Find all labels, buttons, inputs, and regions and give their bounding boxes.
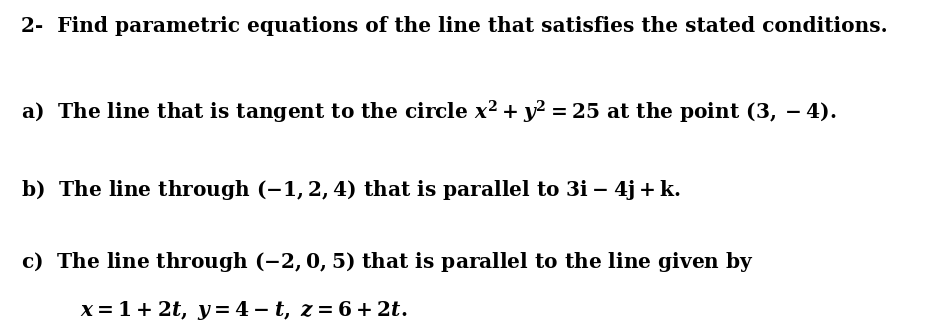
Text: c)  The line through $(-2, 0, 5)$ that is parallel to the line given by: c) The line through $(-2, 0, 5)$ that is… xyxy=(21,250,752,274)
Text: a)  The line that is tangent to the circle $x^2 + y^2 = 25$ at the point $(3, -4: a) The line that is tangent to the circl… xyxy=(21,99,835,126)
Text: $x = 1 + 2t,\; y = 4 - t,\; z = 6 + 2t.$: $x = 1 + 2t,\; y = 4 - t,\; z = 6 + 2t.$ xyxy=(80,299,407,322)
Text: b)  The line through $(-1, 2, 4)$ that is parallel to $3\mathbf{i} - 4\mathbf{j}: b) The line through $(-1, 2, 4)$ that is… xyxy=(21,178,680,202)
Text: 2-  Find parametric equations of the line that satisfies the stated conditions.: 2- Find parametric equations of the line… xyxy=(21,16,886,37)
